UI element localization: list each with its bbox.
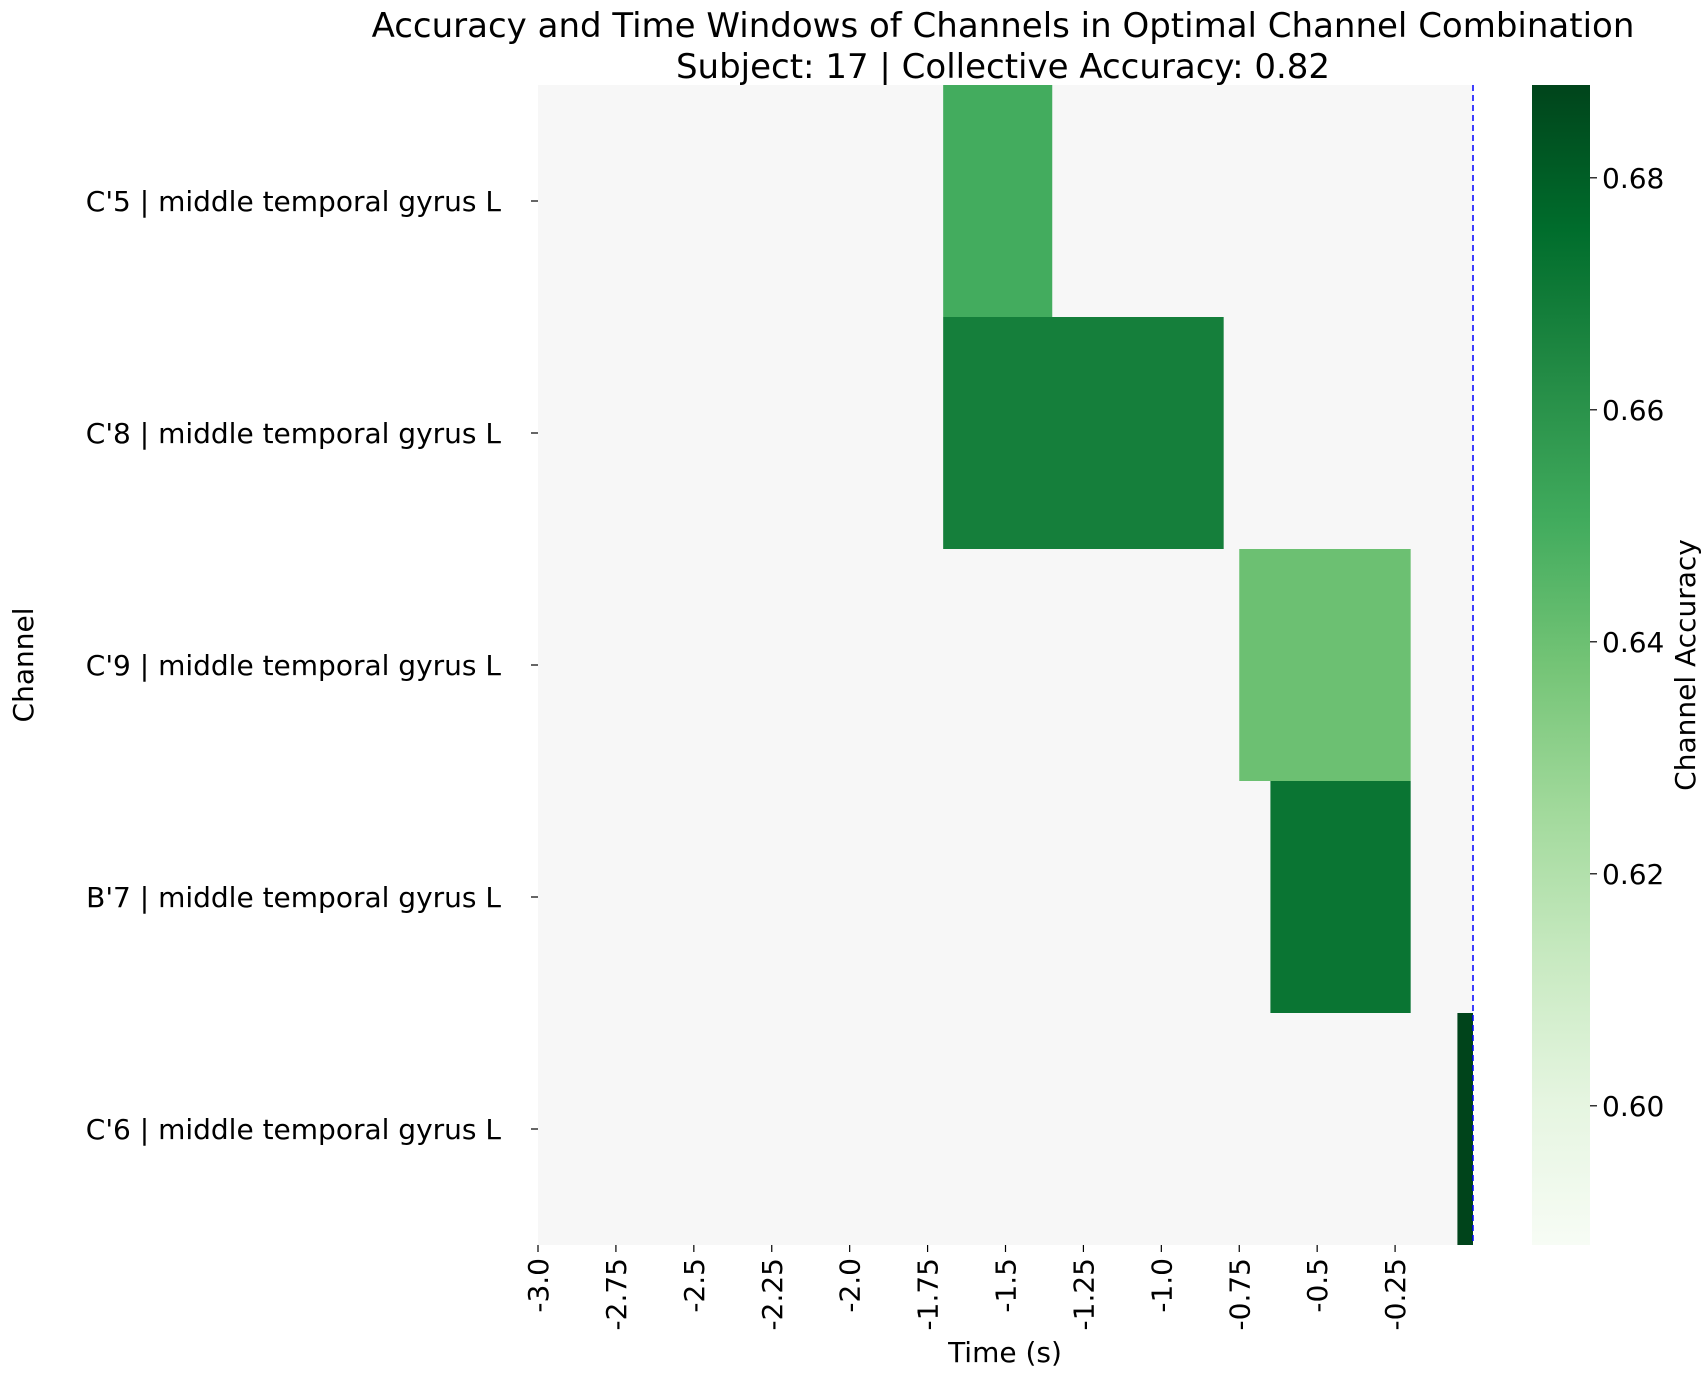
colorbar xyxy=(1532,85,1590,1245)
y-axis-ticks: C'5 | middle temporal gyrus L C'8 | middl… xyxy=(86,185,538,1146)
y-axis-label: Channel xyxy=(7,608,40,723)
x-axis-ticks: -3.0 -2.75 -2.5 -2.25 -2.0 -1.75 -1.5 -1.25 -1.0… xyxy=(522,1245,1412,1330)
heatmap-cell xyxy=(1239,549,1411,781)
x-tick-label: -2.5 xyxy=(678,1258,711,1313)
heatmap-cell xyxy=(1270,781,1411,1013)
x-tick-label: -2.75 xyxy=(600,1258,633,1330)
chart-title: Accuracy and Time Windows of Channels in… xyxy=(372,6,1635,46)
x-tick-label: -2.25 xyxy=(756,1258,789,1330)
colorbar-tick-label: 0.68 xyxy=(1602,162,1664,195)
colorbar-ticks: 0.60 0.62 0.64 0.66 0.68 xyxy=(1590,162,1664,1123)
x-tick-label: -1.75 xyxy=(912,1258,945,1330)
x-tick-label: -1.0 xyxy=(1145,1258,1178,1313)
y-tick-label: C'6 | middle temporal gyrus L xyxy=(86,1113,502,1146)
colorbar-tick-label: 0.60 xyxy=(1602,1090,1664,1123)
x-tick-label: -3.0 xyxy=(522,1258,555,1313)
colorbar-tick-label: 0.64 xyxy=(1602,626,1664,659)
x-tick-label: -0.25 xyxy=(1379,1258,1412,1330)
y-tick-label: B'7 | middle temporal gyrus L xyxy=(86,881,501,914)
x-tick-label: -1.5 xyxy=(990,1258,1023,1313)
y-tick-label: C'9 | middle temporal gyrus L xyxy=(86,649,502,682)
x-tick-label: -1.25 xyxy=(1067,1258,1100,1330)
colorbar-label: Channel Accuracy xyxy=(1669,539,1702,791)
heatmap-cell xyxy=(943,85,1053,317)
colorbar-tick-label: 0.66 xyxy=(1602,394,1664,427)
y-tick-label: C'5 | middle temporal gyrus L xyxy=(86,185,502,218)
y-tick-label: C'8 | middle temporal gyrus L xyxy=(86,417,502,450)
x-tick-label: -0.75 xyxy=(1223,1258,1256,1330)
heatmap-cell xyxy=(943,317,1224,549)
x-axis-label: Time (s) xyxy=(947,1336,1062,1369)
heatmap-cells xyxy=(943,85,1473,1245)
chart-subtitle: Subject: 17 | Collective Accuracy: 0.82 xyxy=(676,47,1330,87)
colorbar-tick-label: 0.62 xyxy=(1602,858,1664,891)
heatmap-cell xyxy=(1457,1013,1473,1245)
x-tick-label: -0.5 xyxy=(1301,1258,1334,1313)
x-tick-label: -2.0 xyxy=(834,1258,867,1313)
